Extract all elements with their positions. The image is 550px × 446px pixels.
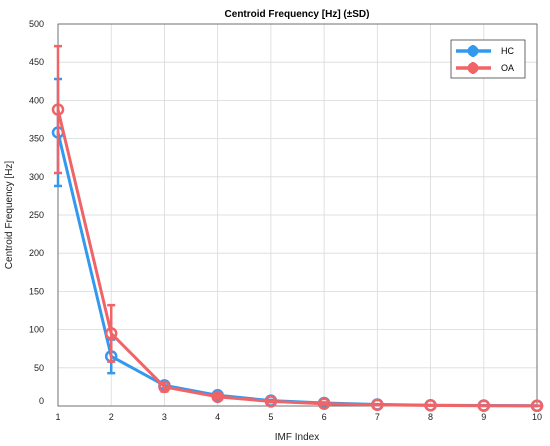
data-point <box>158 380 171 394</box>
y-tick-label: 0 <box>39 396 44 406</box>
y-tick-label: 150 <box>29 286 44 296</box>
legend-box <box>450 39 526 79</box>
y-tick-label: 400 <box>29 95 44 105</box>
data-point <box>530 399 544 413</box>
error-bar <box>107 303 116 363</box>
plot-frame <box>57 23 538 407</box>
data-point <box>264 395 278 408</box>
legend-label: OA <box>501 63 514 73</box>
y-tick-label: 500 <box>29 19 44 29</box>
series-line <box>56 109 538 408</box>
series-oa <box>51 44 544 413</box>
y-tick-label: 300 <box>29 172 44 182</box>
y-axis-label: Centroid Frequency [Hz] <box>4 161 15 270</box>
x-tick-label: 7 <box>375 412 380 422</box>
y-tick-label: 50 <box>34 363 44 373</box>
x-tick-label: 8 <box>428 412 433 422</box>
legend-label: HC <box>501 46 514 56</box>
data-point <box>477 399 491 412</box>
legend-item-hc: HC <box>456 45 514 57</box>
error-bar <box>213 394 222 400</box>
x-axis-label: IMF Index <box>275 432 319 443</box>
x-tick-label: 5 <box>268 412 273 422</box>
data-point <box>317 397 331 410</box>
x-tick-label: 2 <box>109 412 114 422</box>
legend-item-oa: OA <box>456 62 514 74</box>
data-point <box>51 103 65 116</box>
x-tick-label: 4 <box>215 412 220 422</box>
x-tick-label: 10 <box>532 412 542 422</box>
data-point <box>211 390 224 404</box>
y-tick-label: 200 <box>29 248 44 258</box>
error-bar <box>320 402 329 406</box>
tick-labels: 1 2 3 4 5 6 7 8 9 1005010015020025030035040045050… <box>29 19 542 422</box>
x-tick-label: 1 <box>55 412 60 422</box>
legend-marker <box>467 45 479 57</box>
y-tick-label: 350 <box>29 134 44 144</box>
y-tick-label: 100 <box>29 325 44 335</box>
x-tick-label: 6 <box>322 412 327 422</box>
y-tick-label: 250 <box>29 210 44 220</box>
data-point <box>104 327 118 340</box>
error-bar <box>54 44 62 175</box>
data-point <box>371 398 384 412</box>
x-tick-label: 9 <box>481 412 486 422</box>
x-tick-label: 3 <box>162 412 167 422</box>
data-point <box>424 399 437 412</box>
series-layer <box>51 44 544 413</box>
legend-marker <box>467 62 479 74</box>
error-bar <box>266 399 275 404</box>
y-tick-label: 450 <box>29 57 44 67</box>
legend: HC OA <box>450 39 526 79</box>
chart-title: Centroid Frequency [Hz] (±SD) <box>225 9 370 20</box>
